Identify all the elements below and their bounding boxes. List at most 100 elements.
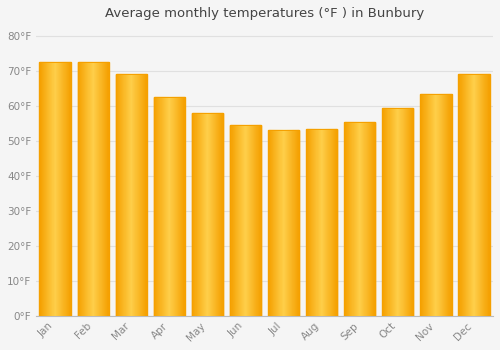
- Bar: [276, 130, 277, 316]
- Bar: [140, 74, 141, 316]
- Bar: [99, 62, 100, 316]
- Bar: [458, 74, 459, 316]
- Bar: [309, 128, 310, 316]
- Bar: [180, 97, 181, 316]
- Bar: [52, 62, 53, 316]
- Bar: [64, 62, 65, 316]
- Bar: [375, 121, 376, 316]
- Bar: [209, 113, 210, 316]
- Bar: [182, 97, 183, 316]
- Bar: [142, 74, 143, 316]
- Bar: [42, 62, 43, 316]
- Bar: [198, 113, 199, 316]
- Bar: [169, 97, 170, 316]
- Bar: [480, 74, 481, 316]
- Bar: [79, 62, 80, 316]
- Bar: [133, 74, 134, 316]
- Bar: [161, 97, 162, 316]
- Bar: [279, 130, 280, 316]
- Bar: [273, 130, 274, 316]
- Bar: [158, 97, 159, 316]
- Bar: [446, 93, 447, 316]
- Bar: [253, 125, 254, 316]
- Bar: [121, 74, 122, 316]
- Bar: [333, 128, 334, 316]
- Bar: [200, 113, 201, 316]
- Bar: [316, 128, 317, 316]
- Bar: [367, 121, 368, 316]
- Bar: [439, 93, 440, 316]
- Bar: [246, 125, 247, 316]
- Bar: [484, 74, 485, 316]
- Bar: [176, 97, 177, 316]
- Bar: [62, 62, 63, 316]
- Bar: [271, 130, 272, 316]
- Bar: [221, 113, 222, 316]
- Bar: [390, 107, 391, 316]
- Bar: [321, 128, 322, 316]
- Bar: [214, 113, 215, 316]
- Bar: [192, 113, 223, 316]
- Bar: [441, 93, 442, 316]
- Bar: [157, 97, 158, 316]
- Bar: [466, 74, 467, 316]
- Bar: [334, 128, 335, 316]
- Bar: [434, 93, 435, 316]
- Bar: [284, 130, 285, 316]
- Bar: [451, 93, 452, 316]
- Bar: [268, 130, 299, 316]
- Bar: [355, 121, 356, 316]
- Bar: [372, 121, 373, 316]
- Bar: [423, 93, 424, 316]
- Bar: [440, 93, 441, 316]
- Bar: [488, 74, 489, 316]
- Bar: [478, 74, 479, 316]
- Bar: [222, 113, 223, 316]
- Bar: [474, 74, 475, 316]
- Bar: [382, 107, 383, 316]
- Bar: [462, 74, 463, 316]
- Bar: [288, 130, 289, 316]
- Bar: [435, 93, 436, 316]
- Bar: [467, 74, 468, 316]
- Bar: [102, 62, 103, 316]
- Bar: [312, 128, 313, 316]
- Bar: [193, 113, 194, 316]
- Bar: [443, 93, 444, 316]
- Bar: [436, 93, 437, 316]
- Bar: [317, 128, 318, 316]
- Bar: [145, 74, 146, 316]
- Bar: [373, 121, 374, 316]
- Bar: [407, 107, 408, 316]
- Bar: [154, 97, 155, 316]
- Bar: [80, 62, 81, 316]
- Bar: [421, 93, 422, 316]
- Bar: [220, 113, 221, 316]
- Bar: [319, 128, 320, 316]
- Bar: [143, 74, 144, 316]
- Bar: [432, 93, 433, 316]
- Bar: [393, 107, 394, 316]
- Bar: [164, 97, 165, 316]
- Bar: [103, 62, 104, 316]
- Bar: [470, 74, 471, 316]
- Bar: [282, 130, 283, 316]
- Bar: [181, 97, 182, 316]
- Bar: [54, 62, 55, 316]
- Bar: [237, 125, 238, 316]
- Bar: [322, 128, 323, 316]
- Bar: [81, 62, 82, 316]
- Bar: [78, 62, 109, 316]
- Bar: [371, 121, 372, 316]
- Bar: [364, 121, 365, 316]
- Bar: [234, 125, 235, 316]
- Bar: [65, 62, 66, 316]
- Bar: [386, 107, 387, 316]
- Bar: [335, 128, 336, 316]
- Bar: [118, 74, 119, 316]
- Bar: [442, 93, 443, 316]
- Bar: [420, 93, 421, 316]
- Bar: [166, 97, 168, 316]
- Bar: [175, 97, 176, 316]
- Bar: [236, 125, 237, 316]
